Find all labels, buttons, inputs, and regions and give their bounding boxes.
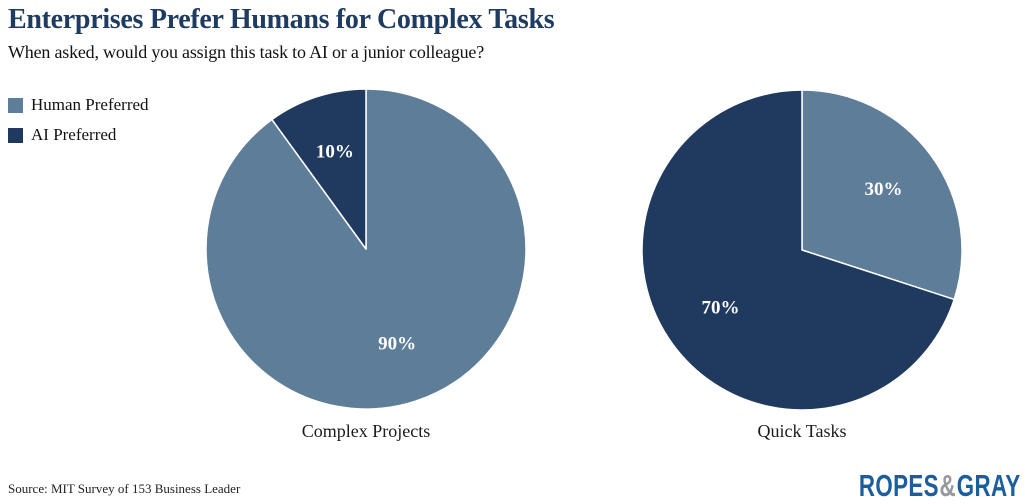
pie-slice-label: 30% xyxy=(865,179,903,200)
pie-chart-quick-tasks: 30% 70% xyxy=(641,89,963,411)
legend-label: Human Preferred xyxy=(31,95,149,114)
pie-slice-label: 10% xyxy=(316,141,354,162)
pie-slice-label: 70% xyxy=(702,298,740,319)
pie-chart-complex-projects: 90% 10% xyxy=(205,88,527,410)
logo-ampersand: & xyxy=(939,468,957,503)
legend-item-human-preferred: Human Preferred xyxy=(8,95,149,115)
legend: Human Preferred AI Preferred xyxy=(8,95,149,145)
legend-item-ai-preferred: AI Preferred xyxy=(8,125,149,145)
logo-word-gray: GRAY xyxy=(957,468,1021,503)
source-note: Source: MIT Survey of 153 Business Leade… xyxy=(8,481,241,496)
page-subtitle: When asked, would you assign this task t… xyxy=(8,42,484,62)
pie-slice xyxy=(271,88,367,250)
pie-slice xyxy=(801,89,963,301)
page-title: Enterprises Prefer Humans for Complex Ta… xyxy=(8,4,555,35)
legend-swatch-ai-preferred xyxy=(8,127,23,143)
pie-caption-quick-tasks: Quick Tasks xyxy=(757,421,847,441)
logo-word-ropes: ROPES xyxy=(859,468,940,503)
legend-label: AI Preferred xyxy=(31,125,117,144)
pie-slice-label: 90% xyxy=(378,333,416,354)
legend-swatch-human-preferred xyxy=(8,97,23,113)
pie-slice xyxy=(641,89,955,411)
ropes-gray-logo: ROPES&GRAY xyxy=(859,468,1021,504)
pie-caption-complex-projects: Complex Projects xyxy=(301,421,431,441)
